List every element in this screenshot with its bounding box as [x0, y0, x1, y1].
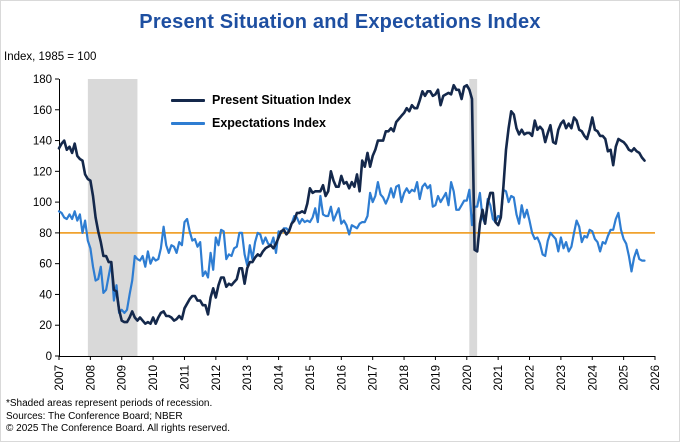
svg-text:2009: 2009 — [117, 365, 129, 391]
svg-text:0: 0 — [46, 351, 52, 363]
svg-text:2011: 2011 — [179, 365, 191, 390]
svg-text:2010: 2010 — [148, 365, 160, 391]
svg-text:2026: 2026 — [650, 365, 662, 391]
svg-text:2021: 2021 — [493, 365, 505, 391]
svg-text:2015: 2015 — [305, 365, 317, 391]
svg-text:140: 140 — [33, 136, 52, 148]
svg-text:2008: 2008 — [85, 365, 97, 391]
svg-text:2017: 2017 — [368, 365, 380, 391]
svg-text:60: 60 — [39, 259, 52, 271]
svg-text:2016: 2016 — [336, 365, 348, 391]
footnote-copyright: © 2025 The Conference Board. All rights … — [6, 423, 230, 434]
chart-title: Present Situation and Expectations Index — [139, 11, 541, 33]
svg-text:2012: 2012 — [211, 365, 223, 391]
svg-text:20: 20 — [39, 320, 52, 332]
svg-text:2014: 2014 — [274, 364, 286, 390]
svg-text:2024: 2024 — [587, 364, 599, 390]
legend-label-expectations: Expectations Index — [212, 116, 326, 130]
svg-text:2018: 2018 — [399, 365, 411, 391]
footnotes: *Shaded areas represent periods of reces… — [6, 398, 230, 436]
svg-text:2023: 2023 — [556, 365, 568, 391]
legend-item-expectations: Expectations Index — [171, 116, 351, 130]
svg-text:2022: 2022 — [525, 365, 537, 391]
svg-text:160: 160 — [33, 105, 52, 117]
svg-text:2013: 2013 — [242, 365, 254, 391]
chart-legend: Present Situation Index Expectations Ind… — [171, 93, 351, 130]
y-axis-unit-label: Index, 1985 = 100 — [4, 51, 97, 63]
svg-text:40: 40 — [39, 289, 52, 301]
present-situation-line-swatch — [171, 98, 205, 102]
legend-item-present-situation: Present Situation Index — [171, 93, 351, 107]
svg-text:120: 120 — [33, 166, 52, 178]
svg-text:2020: 2020 — [462, 365, 474, 391]
expectations-line-swatch — [171, 121, 205, 125]
footnote-sources: Sources: The Conference Board; NBER — [6, 410, 183, 422]
svg-text:2007: 2007 — [54, 365, 66, 391]
svg-text:180: 180 — [33, 74, 52, 86]
legend-label-present-situation: Present Situation Index — [212, 93, 351, 107]
svg-text:80: 80 — [39, 228, 52, 240]
svg-text:2019: 2019 — [430, 365, 442, 391]
footnote-recession: *Shaded areas represent periods of reces… — [6, 398, 213, 409]
svg-text:2025: 2025 — [619, 365, 631, 391]
svg-text:100: 100 — [33, 197, 52, 209]
